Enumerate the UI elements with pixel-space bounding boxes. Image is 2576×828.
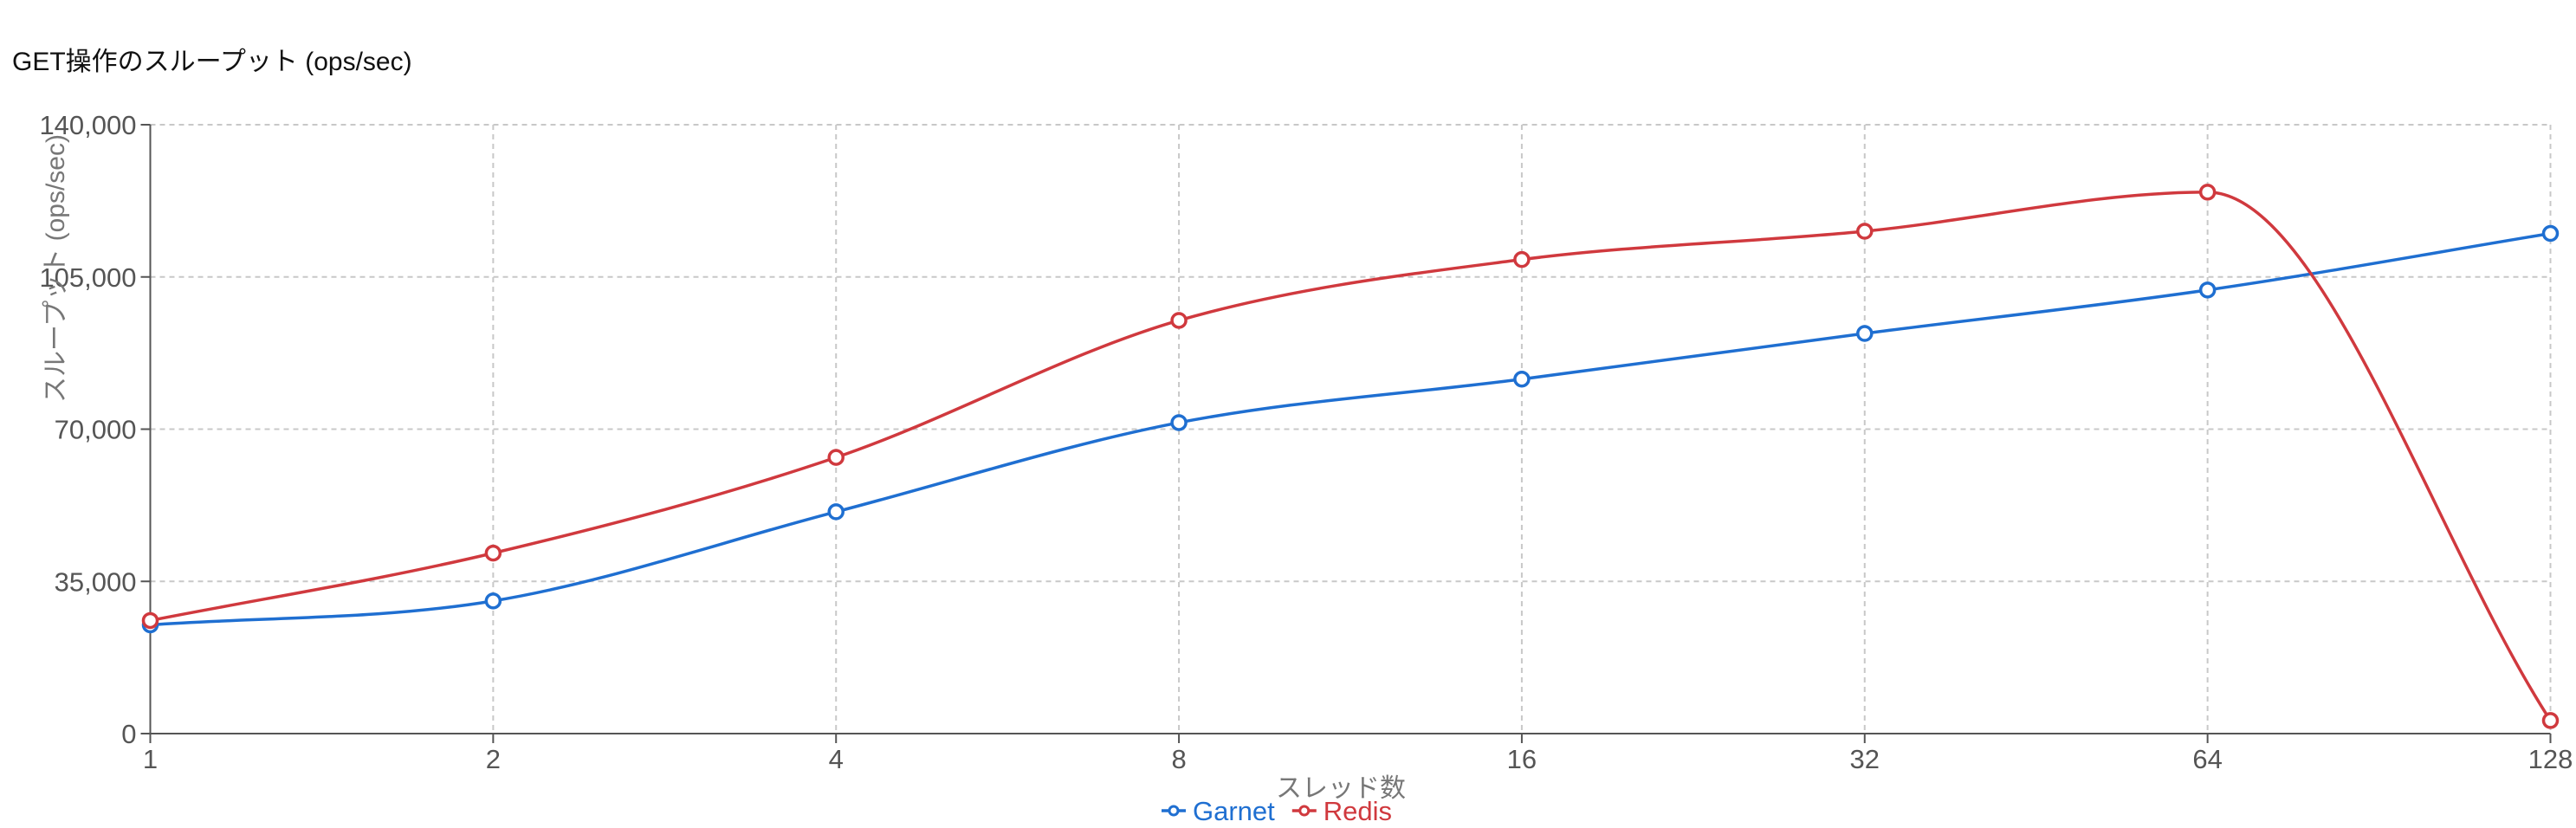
garnet-point <box>1513 371 1531 388</box>
garnet-line <box>150 231 2551 627</box>
garnet-point <box>827 503 845 521</box>
legend-label: Redis <box>1324 796 1392 826</box>
legend-item-garnet: Garnet <box>1162 796 1275 826</box>
y-tick-label: 70,000 <box>55 415 137 445</box>
redis-line <box>150 191 2552 721</box>
x-tick-label: 8 <box>1171 744 1186 774</box>
y-tick-label: 35,000 <box>55 566 137 597</box>
x-tick-label: 64 <box>2192 744 2222 774</box>
redis-point <box>2541 712 2560 729</box>
garnet-point <box>484 592 502 610</box>
x-axis-label: スレッド数 <box>1276 774 1406 803</box>
y-axis-label: スループット (ops/sec) <box>42 134 70 403</box>
chart-title: GET操作のスループット (ops/sec) <box>12 48 412 76</box>
x-tick-label: 128 <box>2528 744 2573 774</box>
y-tick-label: 0 <box>121 719 136 749</box>
y-tick-label: 140,000 <box>39 110 136 140</box>
x-tick-label: 32 <box>1850 744 1880 774</box>
garnet-point <box>2541 224 2560 243</box>
axes: 0 35,000 70,000 105,000 140,000 1 2 4 8 16 32 64 128 <box>39 110 2573 774</box>
redis-point <box>141 611 159 630</box>
redis-point <box>2198 184 2217 201</box>
legend-label: Garnet <box>1193 796 1275 826</box>
legend: Garnet Redis <box>1162 796 1392 826</box>
legend-marker-icon <box>1298 805 1311 817</box>
redis-point <box>1170 312 1188 329</box>
garnet-point <box>1170 414 1188 431</box>
legend-marker-icon <box>1168 805 1180 817</box>
redis-point <box>1513 250 1531 268</box>
series-lines <box>150 191 2552 721</box>
grid-lines <box>150 124 2552 734</box>
x-tick-label: 16 <box>1507 744 1537 774</box>
x-tick-label: 4 <box>829 744 844 774</box>
x-tick-label: 1 <box>143 744 158 774</box>
redis-point <box>827 449 845 466</box>
y-tick-label: 105,000 <box>39 262 136 293</box>
redis-point <box>1856 223 1874 240</box>
series-points <box>141 184 2560 729</box>
garnet-point <box>2198 281 2217 299</box>
redis-point <box>484 544 502 562</box>
x-tick-label: 2 <box>486 744 501 774</box>
garnet-point <box>1856 325 1874 342</box>
legend-item-redis: Redis <box>1291 796 1392 826</box>
